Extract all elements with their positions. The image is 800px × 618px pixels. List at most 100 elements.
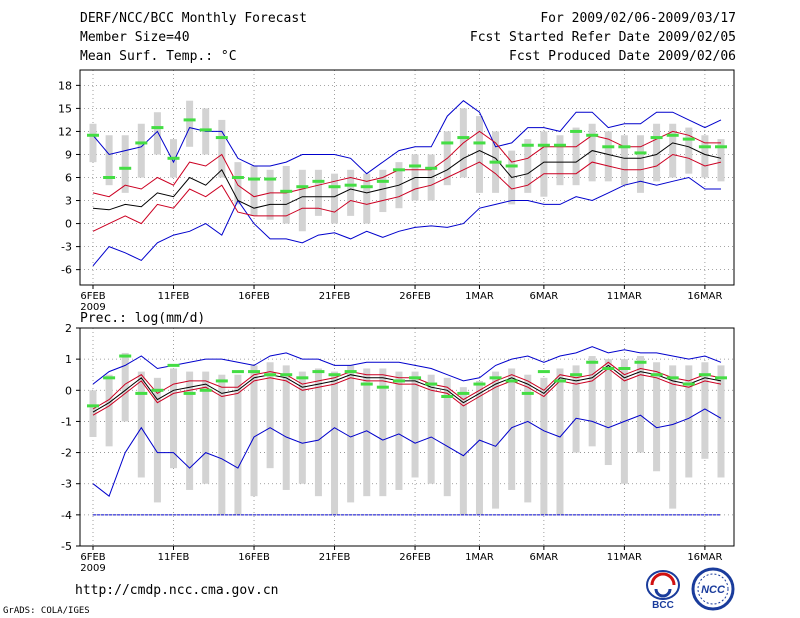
box-day-9 <box>234 374 242 515</box>
box-day-38 <box>701 362 709 459</box>
box-day-12 <box>282 365 290 490</box>
ncc-logo-icon: NCC <box>691 567 735 611</box>
box-day-22 <box>443 377 451 497</box>
x-tick-label: 11MAR <box>607 552 642 563</box>
forecast-period: For 2009/02/06-2009/03/17 <box>540 11 736 26</box>
y-tick-label: -4 <box>61 509 72 522</box>
box-day-19 <box>395 371 403 490</box>
box-day-34 <box>636 356 644 453</box>
plot-area <box>80 328 734 546</box>
box-day-23 <box>459 387 467 515</box>
source-url[interactable]: http://cmdp.ncc.cma.gov.cn <box>75 583 279 598</box>
box-day-33 <box>620 135 628 186</box>
box-day-11 <box>266 362 274 469</box>
box-day-4 <box>153 112 161 155</box>
box-day-30 <box>572 127 580 186</box>
box-day-38 <box>701 135 709 178</box>
x-tick-label: 1MAR <box>465 291 494 302</box>
box-day-32 <box>604 131 612 182</box>
x-tick-label: 11MAR <box>607 291 642 302</box>
bcc-logo-text: BCC <box>652 600 674 610</box>
box-day-28 <box>540 377 548 515</box>
plot-area <box>80 70 734 285</box>
series-min-line <box>92 408 722 498</box>
x-tick-label: 16FEB <box>238 552 270 563</box>
refer-date: Fcst Started Refer Date 2009/02/05 <box>469 30 736 45</box>
y-tick-label: 15 <box>58 102 72 115</box>
x-tick-label: 16FEB <box>238 291 270 302</box>
bcc-logo-icon: BCC <box>646 570 680 610</box>
box-day-2 <box>121 352 129 422</box>
y-tick-label: 2 <box>65 322 72 335</box>
box-day-11 <box>266 169 274 220</box>
box-day-1 <box>105 135 113 186</box>
box-day-16 <box>347 169 355 216</box>
box-day-27 <box>524 374 532 503</box>
box-day-32 <box>604 359 612 466</box>
box-day-39 <box>717 365 725 478</box>
y-tick-label: -3 <box>61 478 72 491</box>
x-tick-label: 11FEB <box>158 291 190 302</box>
box-day-10 <box>250 165 258 216</box>
x-year-label: 2009 <box>80 563 105 574</box>
box-day-9 <box>234 162 242 205</box>
variable-label: Mean Surf. Temp.: °C <box>80 49 237 64</box>
y-tick-label: -2 <box>61 447 72 460</box>
series-max-line <box>92 176 721 267</box>
series-upper-line <box>92 130 721 198</box>
box-day-21 <box>427 374 435 484</box>
box-day-8 <box>218 374 226 515</box>
box-day-8 <box>218 119 226 178</box>
x-year-label: 2009 <box>80 302 105 313</box>
x-tick-label: 26FEB <box>399 291 431 302</box>
x-tick-label: 6MAR <box>529 291 558 302</box>
box-day-2 <box>121 135 129 193</box>
x-tick-label: 26FEB <box>399 552 431 563</box>
y-tick-label: 3 <box>65 195 72 208</box>
box-day-26 <box>508 368 516 490</box>
grads-credit: GrADS: COLA/IGES <box>3 606 90 616</box>
x-tick-label: 1MAR <box>465 552 494 563</box>
box-day-28 <box>540 131 548 197</box>
x-tick-label: 6MAR <box>529 552 558 563</box>
box-day-13 <box>298 371 306 484</box>
box-day-3 <box>137 371 145 478</box>
y-tick-label: -5 <box>61 540 72 553</box>
box-day-36 <box>669 365 677 509</box>
box-day-27 <box>524 139 532 193</box>
box-day-12 <box>282 165 290 224</box>
series-min-line <box>92 100 722 175</box>
box-day-0 <box>89 123 97 163</box>
box-day-10 <box>250 365 258 497</box>
y-tick-label: 6 <box>65 172 72 185</box>
box-day-24 <box>475 116 483 193</box>
member-size-label: Member Size=40 <box>80 30 190 45</box>
x-tick-label: 16MAR <box>687 291 722 302</box>
x-tick-label: 16MAR <box>687 552 722 563</box>
box-day-36 <box>669 123 677 178</box>
box-day-18 <box>379 169 387 213</box>
box-day-29 <box>556 368 564 515</box>
box-day-14 <box>314 169 322 216</box>
y-tick-label: -3 <box>61 241 72 254</box>
box-day-37 <box>685 127 693 174</box>
box-day-34 <box>636 135 644 193</box>
y-tick-label: 0 <box>65 218 72 231</box>
box-day-29 <box>556 135 564 186</box>
y-tick-label: 1 <box>65 353 72 366</box>
box-day-14 <box>314 368 322 497</box>
y-tick-label: -6 <box>61 264 72 277</box>
box-day-15 <box>331 173 339 224</box>
series-upper-line <box>92 361 722 410</box>
box-day-35 <box>653 123 661 182</box>
y-tick-label: 0 <box>65 384 72 397</box>
box-day-30 <box>572 365 580 453</box>
box-day-18 <box>379 368 387 497</box>
box-day-0 <box>89 390 97 437</box>
box-day-25 <box>492 371 500 509</box>
x-tick-label: 6FEB <box>80 552 105 563</box>
y-tick-label: 12 <box>58 125 72 138</box>
box-day-6 <box>186 371 194 490</box>
series-mean-line <box>92 142 722 211</box>
